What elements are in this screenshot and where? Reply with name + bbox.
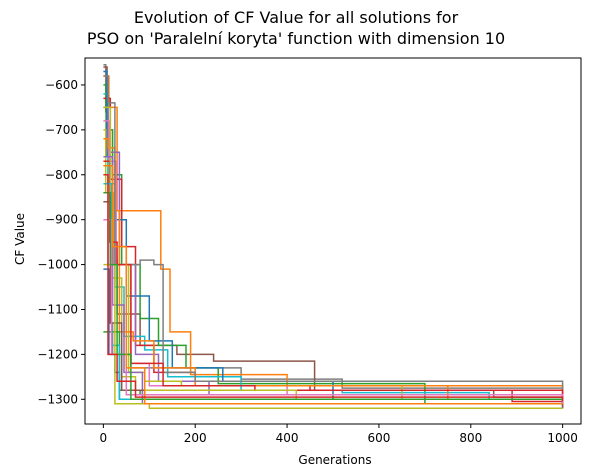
y-tick-label: −1100: [37, 302, 78, 316]
y-axis-label: CF Value: [13, 209, 27, 269]
y-tick-label: −1000: [37, 258, 78, 272]
series-line-7: [103, 72, 562, 409]
x-tick-label: 400: [276, 431, 299, 445]
x-tick-label: 1000: [547, 431, 578, 445]
x-tick-label: 800: [459, 431, 482, 445]
x-axis-label: Generations: [0, 453, 592, 467]
y-tick-label: −600: [45, 78, 78, 92]
series-line-1: [103, 65, 562, 388]
y-tick-label: −700: [45, 123, 78, 137]
x-tick-label: 0: [100, 431, 108, 445]
y-tick-label: −1200: [37, 347, 78, 361]
x-axis: 0 200 400 600 800 1000: [100, 424, 578, 445]
x-tick-label: 600: [367, 431, 390, 445]
y-tick-label: −1300: [37, 392, 78, 406]
x-tick-label: 200: [184, 431, 207, 445]
y-tick-label: −900: [45, 213, 78, 227]
series-layer: [103, 65, 562, 409]
y-axis: −1300 −1200 −1100 −1000 −900 −800 −700 −600: [37, 78, 85, 406]
plot-frame: [85, 58, 581, 424]
series-line-14: [103, 161, 562, 406]
y-tick-label: −800: [45, 168, 78, 182]
